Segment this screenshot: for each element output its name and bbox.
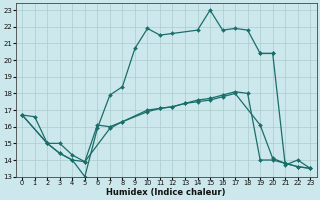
X-axis label: Humidex (Indice chaleur): Humidex (Indice chaleur) [107,188,226,197]
